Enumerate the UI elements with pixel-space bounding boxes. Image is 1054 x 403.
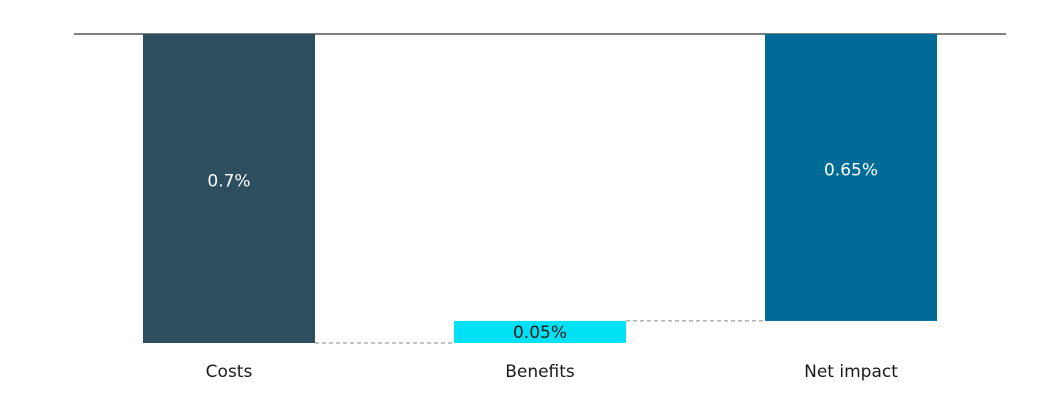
bar-net-impact xyxy=(765,34,937,321)
data-label-costs: 0.7% xyxy=(207,172,250,192)
data-label-benefits: 0.05% xyxy=(513,323,567,343)
category-labels-group: Costs Benefits Net impact xyxy=(206,362,899,382)
connectors-group xyxy=(315,320,765,344)
bar-costs xyxy=(143,34,315,343)
bar-benefits xyxy=(454,320,626,343)
data-label-net-impact: 0.65% xyxy=(824,160,878,180)
bar-labels-group: 0.7% 0.05% 0.65% xyxy=(207,160,878,343)
category-label-net-impact: Net impact xyxy=(804,362,898,382)
bars-group xyxy=(143,34,937,343)
category-label-benefits: Benefits xyxy=(505,362,575,382)
category-label-costs: Costs xyxy=(206,362,253,382)
